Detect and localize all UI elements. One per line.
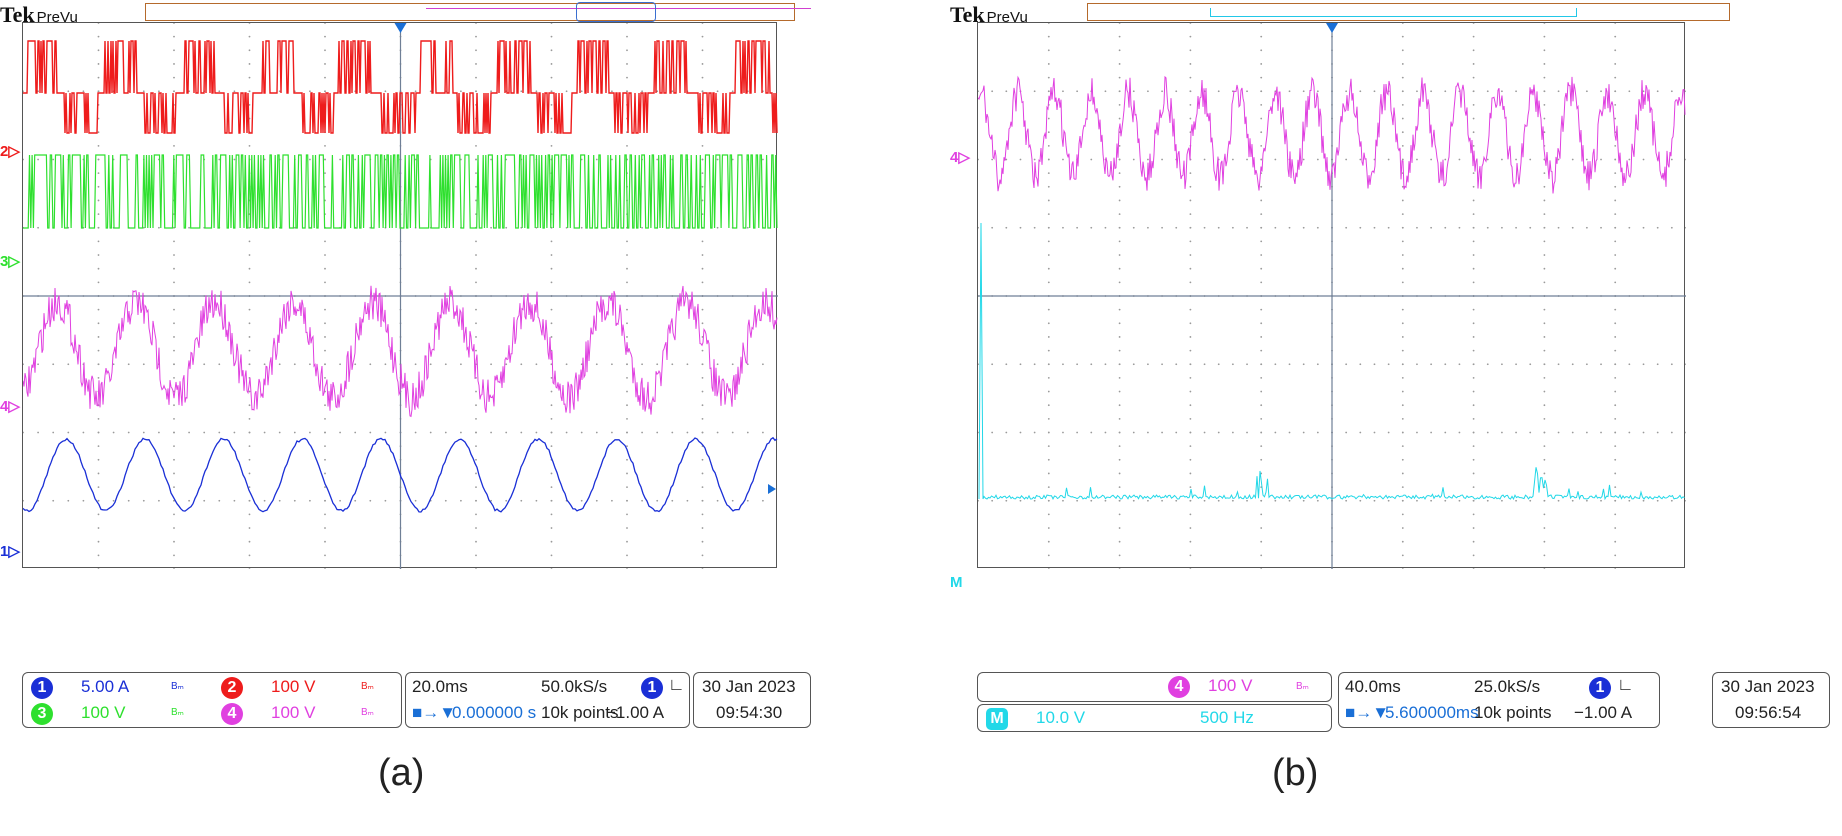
- ch2-trace: [23, 40, 778, 134]
- waveform-svg-a: [23, 23, 778, 569]
- ch4-bw-icon: Bₘ: [1296, 681, 1309, 692]
- date: 30 Jan 2023: [702, 677, 796, 696]
- ch1-scale: 5.00 A: [81, 677, 130, 696]
- ch3-badge: 3: [31, 703, 53, 725]
- math-badge: M: [986, 708, 1008, 730]
- waveform-svg-b: [978, 23, 1686, 569]
- ch3-scale: 100 V: [81, 703, 126, 722]
- time: 09:54:30: [716, 703, 783, 722]
- viewport-bracket: [1210, 8, 1577, 17]
- trigger-position-icon: ■→▼: [1345, 703, 1390, 722]
- math-fft-trace: [978, 222, 1685, 501]
- date: 30 Jan 2023: [1721, 677, 1815, 696]
- ch2-scale: 100 V: [271, 677, 316, 696]
- caption-b: (b): [1272, 752, 1319, 794]
- ch4-badge: 4: [221, 703, 243, 725]
- ch2-badge: 2: [221, 677, 243, 699]
- ch1-trace: [23, 436, 778, 513]
- trigger-marker-icon: [1326, 23, 1338, 33]
- channel-readout-b[interactable]: 4 100 V Bₘ: [977, 672, 1332, 702]
- horizontal-readout-a[interactable]: 20.0ms 50.0kS/s ■→▼ 0.000000 s 10k point…: [405, 672, 690, 728]
- oscilloscope-a: Tek PreVu 2▷ 3▷ 4▷ 1▷ 1 5.00 A Bₘ 2 100 V…: [0, 0, 811, 836]
- ch3-trace: [23, 154, 778, 229]
- rising-edge-icon: ∟: [668, 675, 685, 694]
- ch4-scale: 100 V: [1208, 676, 1253, 695]
- trigger-source-badge: 1: [1589, 677, 1611, 699]
- math-scale: 10.0 V: [1036, 708, 1086, 727]
- datetime-a: 30 Jan 2023 09:54:30: [693, 672, 811, 728]
- math-readout-b[interactable]: M 10.0 V 500 Hz: [977, 704, 1332, 732]
- ch1-bw-icon: Bₘ: [171, 681, 184, 692]
- record-length: 10k points: [1474, 703, 1552, 722]
- record-view-bar-a[interactable]: [145, 2, 811, 22]
- ch4-badge: 4: [1168, 676, 1190, 698]
- ch3-marker[interactable]: 3▷: [0, 253, 20, 270]
- trigger-position: 0.000000 s: [452, 703, 537, 722]
- ch4-bw-icon: Bₘ: [361, 707, 374, 718]
- ch3-bw-icon: Bₘ: [171, 707, 184, 718]
- trigger-position-icon: ■→▼: [412, 703, 457, 722]
- ch1-marker[interactable]: 1▷: [0, 543, 20, 560]
- sample-rate: 25.0kS/s: [1474, 677, 1541, 696]
- viewport-bracket: [576, 2, 656, 22]
- record-length: 10k points: [541, 703, 619, 722]
- record-view-bar-b[interactable]: [1087, 3, 1730, 21]
- graticule: [978, 23, 1686, 569]
- ch2-marker[interactable]: 2▷: [0, 143, 20, 160]
- mode-label: PreVu: [986, 9, 1028, 26]
- ch2-bw-icon: Bₘ: [361, 681, 374, 692]
- waveform-display-b[interactable]: [977, 22, 1686, 569]
- rising-edge-icon: ∟: [1617, 675, 1634, 694]
- brand-logo-a: Tek PreVu: [0, 2, 78, 28]
- waveform-display-a[interactable]: [22, 22, 778, 569]
- ch4-marker[interactable]: 4▷: [0, 398, 20, 415]
- record-window: [426, 8, 811, 9]
- ch4-trace: [978, 75, 1686, 194]
- sample-rate: 50.0kS/s: [541, 677, 608, 696]
- ch1-badge: 1: [31, 677, 53, 699]
- ch4-trace: [23, 285, 778, 418]
- horizontal-readout-b[interactable]: 40.0ms 25.0kS/s ■→▼ 5.600000ms 10k point…: [1338, 672, 1660, 728]
- math-frequency: 500 Hz: [1200, 708, 1254, 727]
- trigger-level: −1.00 A: [606, 703, 665, 722]
- trigger-position: 5.600000ms: [1385, 703, 1479, 722]
- time: 09:56:54: [1735, 703, 1802, 722]
- caption-a: (a): [378, 752, 425, 794]
- timebase: 20.0ms: [412, 677, 468, 696]
- trigger-source-badge: 1: [641, 677, 663, 699]
- oscilloscope-b: Tek PreVu 4▷ M 4 100 V Bₘ M 10.0 V 500 Hz…: [950, 0, 1842, 836]
- trigger-marker-icon: [394, 23, 407, 33]
- trigger-level-icon: [768, 484, 776, 494]
- ch4-marker[interactable]: 4▷: [950, 149, 970, 166]
- datetime-b: 30 Jan 2023 09:56:54: [1712, 672, 1830, 728]
- ch4-scale: 100 V: [271, 703, 316, 722]
- mode-label: PreVu: [36, 9, 78, 26]
- channel-readout-a[interactable]: 1 5.00 A Bₘ 2 100 V Bₘ 3 100 V Bₘ 4 100 …: [22, 672, 402, 728]
- trigger-level: −1.00 A: [1574, 703, 1633, 722]
- timebase: 40.0ms: [1345, 677, 1401, 696]
- math-marker[interactable]: M: [950, 574, 963, 591]
